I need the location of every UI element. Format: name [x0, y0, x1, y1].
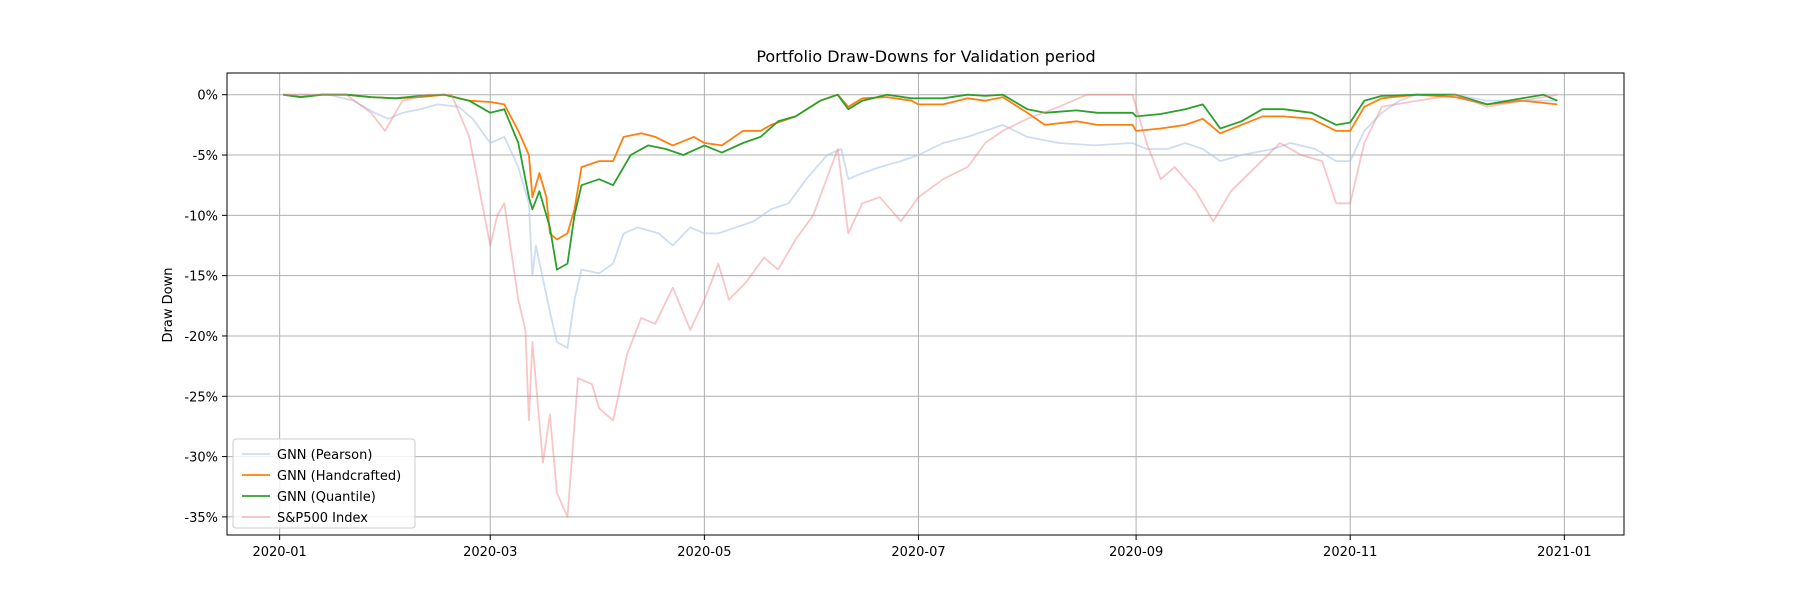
legend-box	[232, 438, 416, 529]
legend-label-gnn-handcrafted: GNN (Handcrafted)	[277, 469, 401, 484]
y-tick-label: -10%	[184, 209, 218, 224]
series-line-s-p500-index	[283, 93, 1558, 518]
chart-title: Portfolio Draw-Downs for Validation peri…	[756, 47, 1095, 66]
legend-label-s-p500-index: S&P500 Index	[277, 511, 368, 526]
y-tick-label: 0%	[197, 89, 218, 104]
legend-label-gnn-quantile: GNN (Quantile)	[277, 490, 376, 505]
grid-lines	[227, 73, 1624, 535]
series-line-gnn-pearson	[283, 93, 1558, 349]
x-tick-label: 2020-11	[1323, 545, 1377, 560]
x-tick-label: 2020-03	[463, 545, 517, 560]
y-tick-label: -5%	[193, 149, 218, 164]
plot-series	[283, 93, 1558, 518]
y-tick-label: -35%	[184, 511, 218, 526]
x-tick-label: 2020-05	[677, 545, 731, 560]
x-tick-label: 2020-07	[891, 545, 945, 560]
plot-area-frame	[226, 72, 1625, 536]
y-tick-label: -30%	[184, 451, 218, 466]
series-line-gnn-quantile	[283, 93, 1558, 271]
y-tick-label: -20%	[184, 330, 218, 345]
y-axis-label: Draw Down	[161, 268, 176, 343]
y-tick-label: -15%	[184, 270, 218, 285]
x-axis-ticks: 2020-01 2020-03 2020-05 2020-07 2020-09 2020-…	[252, 535, 1591, 560]
y-axis-ticks: 0% -5% -10% -15% -20% -25% -30% -35%	[184, 89, 227, 526]
x-tick-label: 2021-01	[1537, 545, 1591, 560]
x-tick-label: 2020-09	[1109, 545, 1163, 560]
legend-label-gnn-pearson: GNN (Pearson)	[277, 448, 372, 463]
x-tick-label: 2020-01	[252, 545, 306, 560]
legend: GNN (Pearson) GNN (Handcrafted) GNN (Quant…	[232, 438, 416, 529]
y-tick-label: -25%	[184, 390, 218, 405]
